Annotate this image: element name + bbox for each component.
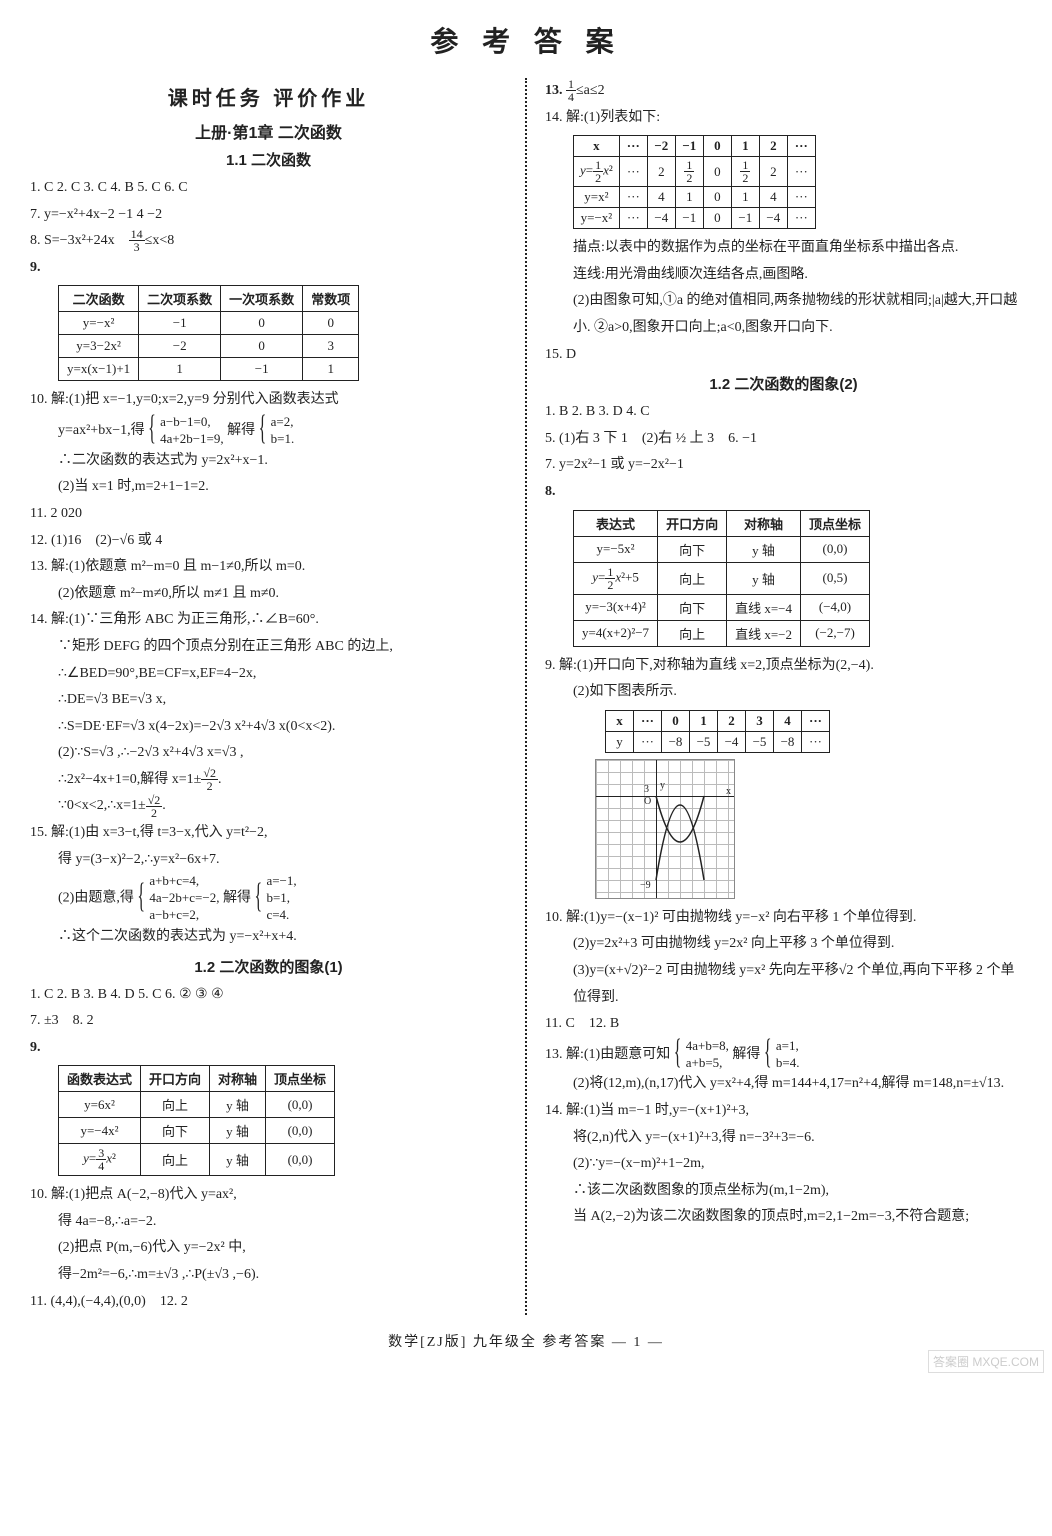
- h14-a: 14. 解:(1)当 m=−1 时,y=−(x+1)²+3,: [545, 1098, 1022, 1125]
- h9-b: (2)如下图表所示.: [545, 679, 1022, 706]
- q11: 11. 2 020: [30, 501, 507, 528]
- q10-2: y=ax²+bx−1,得 a−b−1=0,4a+2b−1=9, 解得 a=2,b…: [30, 414, 507, 448]
- table-h9: x···01 234··· y···−8−5 −4−5−8···: [605, 710, 830, 753]
- h9-a: 9. 解:(1)开口向下,对称轴为直线 x=2,顶点坐标为(2,−4).: [545, 653, 1022, 680]
- q10-4: (2)当 x=1 时,m=2+1−1=2.: [30, 474, 507, 501]
- ans-1-6: 1. C 2. C 3. C 4. B 5. C 6. C: [30, 175, 507, 202]
- ans-7: 7. y=−x²+4x−2 −1 4 −2: [30, 202, 507, 229]
- q14-7: ∴2x²−4x+1=0,解得 x=1±√22.: [30, 767, 507, 794]
- parabola-grid: y x O 3 −9: [595, 759, 735, 899]
- q15-1: 15. 解:(1)由 x=3−t,得 t=3−x,代入 y=t²−2,: [30, 820, 507, 847]
- left-column: 课时任务 评价作业 上册·第1章 二次函数 1.1 二次函数 1. C 2. C…: [30, 78, 507, 1315]
- q14-6: (2)∵S=√3 ,∴−2√3 x²+4√3 x=√3 ,: [30, 740, 507, 767]
- sub-1-2-1: 1.2 二次函数的图象(1): [30, 956, 507, 977]
- q14-5: ∴S=DE·EF=√3 x(4−2x)=−2√3 x²+4√3 x(0<x<2)…: [30, 714, 507, 741]
- q14-8: ∵0<x<2,∴x=1±√22.: [30, 793, 507, 820]
- g10-3: (2)把点 P(m,−6)代入 y=−2x² 中,: [30, 1235, 507, 1262]
- main-title: 参 考 答 案: [30, 20, 1022, 60]
- h11-12: 11. C 12. B: [545, 1011, 1022, 1038]
- table-g9: 函数表达式开口方向对称轴顶点坐标 y=6x²向上y 轴(0,0) y=−4x²向…: [58, 1065, 335, 1176]
- r13: 13. 14≤a≤2: [545, 78, 1022, 105]
- h14-b: 将(2,n)代入 y=−(x+1)²+3,得 n=−3²+3=−6.: [545, 1125, 1022, 1152]
- page-footer: 数学[ZJ版] 九年级全 参考答案 — 1 —: [30, 1331, 1022, 1351]
- section-title: 课时任务 评价作业: [30, 82, 507, 111]
- q10-1: 10. 解:(1)把 x=−1,y=0;x=2,y=9 分别代入函数表达式: [30, 387, 507, 414]
- h1-4: 1. B 2. B 3. D 4. C: [545, 399, 1022, 426]
- g-7-8: 7. ±3 8. 2: [30, 1008, 507, 1035]
- h13-a: 13. 解:(1)由题意可知 4a+b=8,a+b=5, 解得 a=1,b=4.: [545, 1038, 1022, 1072]
- sub-1-1: 1.1 二次函数: [30, 149, 507, 170]
- h14-e: 当 A(2,−2)为该二次函数图象的顶点时,m=2,1−2m=−3,不符合题意;: [545, 1204, 1022, 1231]
- h7: 7. y=2x²−1 或 y=−2x²−1: [545, 452, 1022, 479]
- g10-1: 10. 解:(1)把点 A(−2,−8)代入 y=ax²,: [30, 1182, 507, 1209]
- g-1-6: 1. C 2. B 3. B 4. D 5. C 6. ② ③ ④: [30, 982, 507, 1009]
- q15-3: (2)由题意,得 a+b+c=4,4a−2b+c=−2,a−b+c=2, 解得 …: [30, 873, 507, 924]
- r14-b: 描点:以表中的数据作为点的坐标在平面直角坐标系中描出各点.: [545, 235, 1022, 262]
- h10-b: (2)y=2x²+3 可由抛物线 y=2x² 向上平移 3 个单位得到.: [545, 931, 1022, 958]
- h10-a: 10. 解:(1)y=−(x−1)² 可由抛物线 y=−x² 向右平移 1 个单…: [545, 905, 1022, 932]
- h5-6: 5. (1)右 3 下 1 (2)右 ½ 上 3 6. −1: [545, 426, 1022, 453]
- h13-b: (2)将(12,m),(n,17)代入 y=x²+4,得 m=144+4,17=…: [545, 1071, 1022, 1098]
- h10-c: (3)y=(x+√2)²−2 可由抛物线 y=x² 先向左平移√2 个单位,再向…: [545, 958, 1022, 1011]
- r15: 15. D: [545, 342, 1022, 369]
- watermark: 答案圈 MXQE.COM: [928, 1350, 1044, 1373]
- q14-4: ∴DE=√3 BE=√3 x,: [30, 687, 507, 714]
- g9-label: 9.: [30, 1035, 507, 1062]
- right-column: 13. 14≤a≤2 14. 解:(1)列表如下: x···−2−1 012··…: [545, 78, 1022, 1315]
- table-r14: x···−2−1 012··· y=12x² ···2 12 0 12 2···…: [573, 135, 816, 229]
- column-divider: [525, 78, 527, 1315]
- h14-c: (2)∵y=−(x−m)²+1−2m,: [545, 1151, 1022, 1178]
- g11-12: 11. (4,4),(−4,4),(0,0) 12. 2: [30, 1289, 507, 1316]
- r14-a: 14. 解:(1)列表如下:: [545, 105, 1022, 132]
- h14-d: ∴该二次函数图象的顶点坐标为(m,1−2m),: [545, 1178, 1022, 1205]
- q12: 12. (1)16 (2)−√6 或 4: [30, 528, 507, 555]
- q15-2: 得 y=(3−x)²−2,∴y=x²−6x+7.: [30, 847, 507, 874]
- h8-label: 8.: [545, 479, 1022, 506]
- g10-2: 得 4a=−8,∴a=−2.: [30, 1209, 507, 1236]
- sub-1-2-2: 1.2 二次函数的图象(2): [545, 373, 1022, 394]
- q14-2: ∵矩形 DEFG 的四个顶点分别在正三角形 ABC 的边上,: [30, 634, 507, 661]
- q15-4: ∴这个二次函数的表达式为 y=−x²+x+4.: [30, 924, 507, 951]
- q13-2: (2)依题意 m²−m≠0,所以 m≠1 且 m≠0.: [30, 581, 507, 608]
- q13-1: 13. 解:(1)依题意 m²−m=0 且 m−1≠0,所以 m=0.: [30, 554, 507, 581]
- r14-c: 连线:用光滑曲线顺次连结各点,画图略.: [545, 262, 1022, 289]
- q14-1: 14. 解:(1)∵三角形 ABC 为正三角形,∴∠B=60°.: [30, 607, 507, 634]
- table-h8: 表达式开口方向对称轴顶点坐标 y=−5x²向下y 轴(0,0) y=12x²+5…: [573, 510, 870, 647]
- q14-3: ∴∠BED=90°,BE=CF=x,EF=4−2x,: [30, 661, 507, 688]
- g10-4: 得−2m²=−6,∴m=±√3 ,∴P(±√3 ,−6).: [30, 1262, 507, 1289]
- table-q9: 二次函数二次项系数一次项系数常数项 y=−x²−100 y=3−2x²−203 …: [58, 285, 359, 381]
- chapter-title: 上册·第1章 二次函数: [30, 119, 507, 143]
- ans-8: 8. S=−3x²+24x 143≤x<8: [30, 228, 507, 255]
- r14-d: (2)由图象可知,①a 的绝对值相同,两条抛物线的形状就相同;|a|越大,开口越…: [545, 288, 1022, 341]
- q10-3: ∴二次函数的表达式为 y=2x²+x−1.: [30, 448, 507, 475]
- q9-label: 9.: [30, 255, 507, 282]
